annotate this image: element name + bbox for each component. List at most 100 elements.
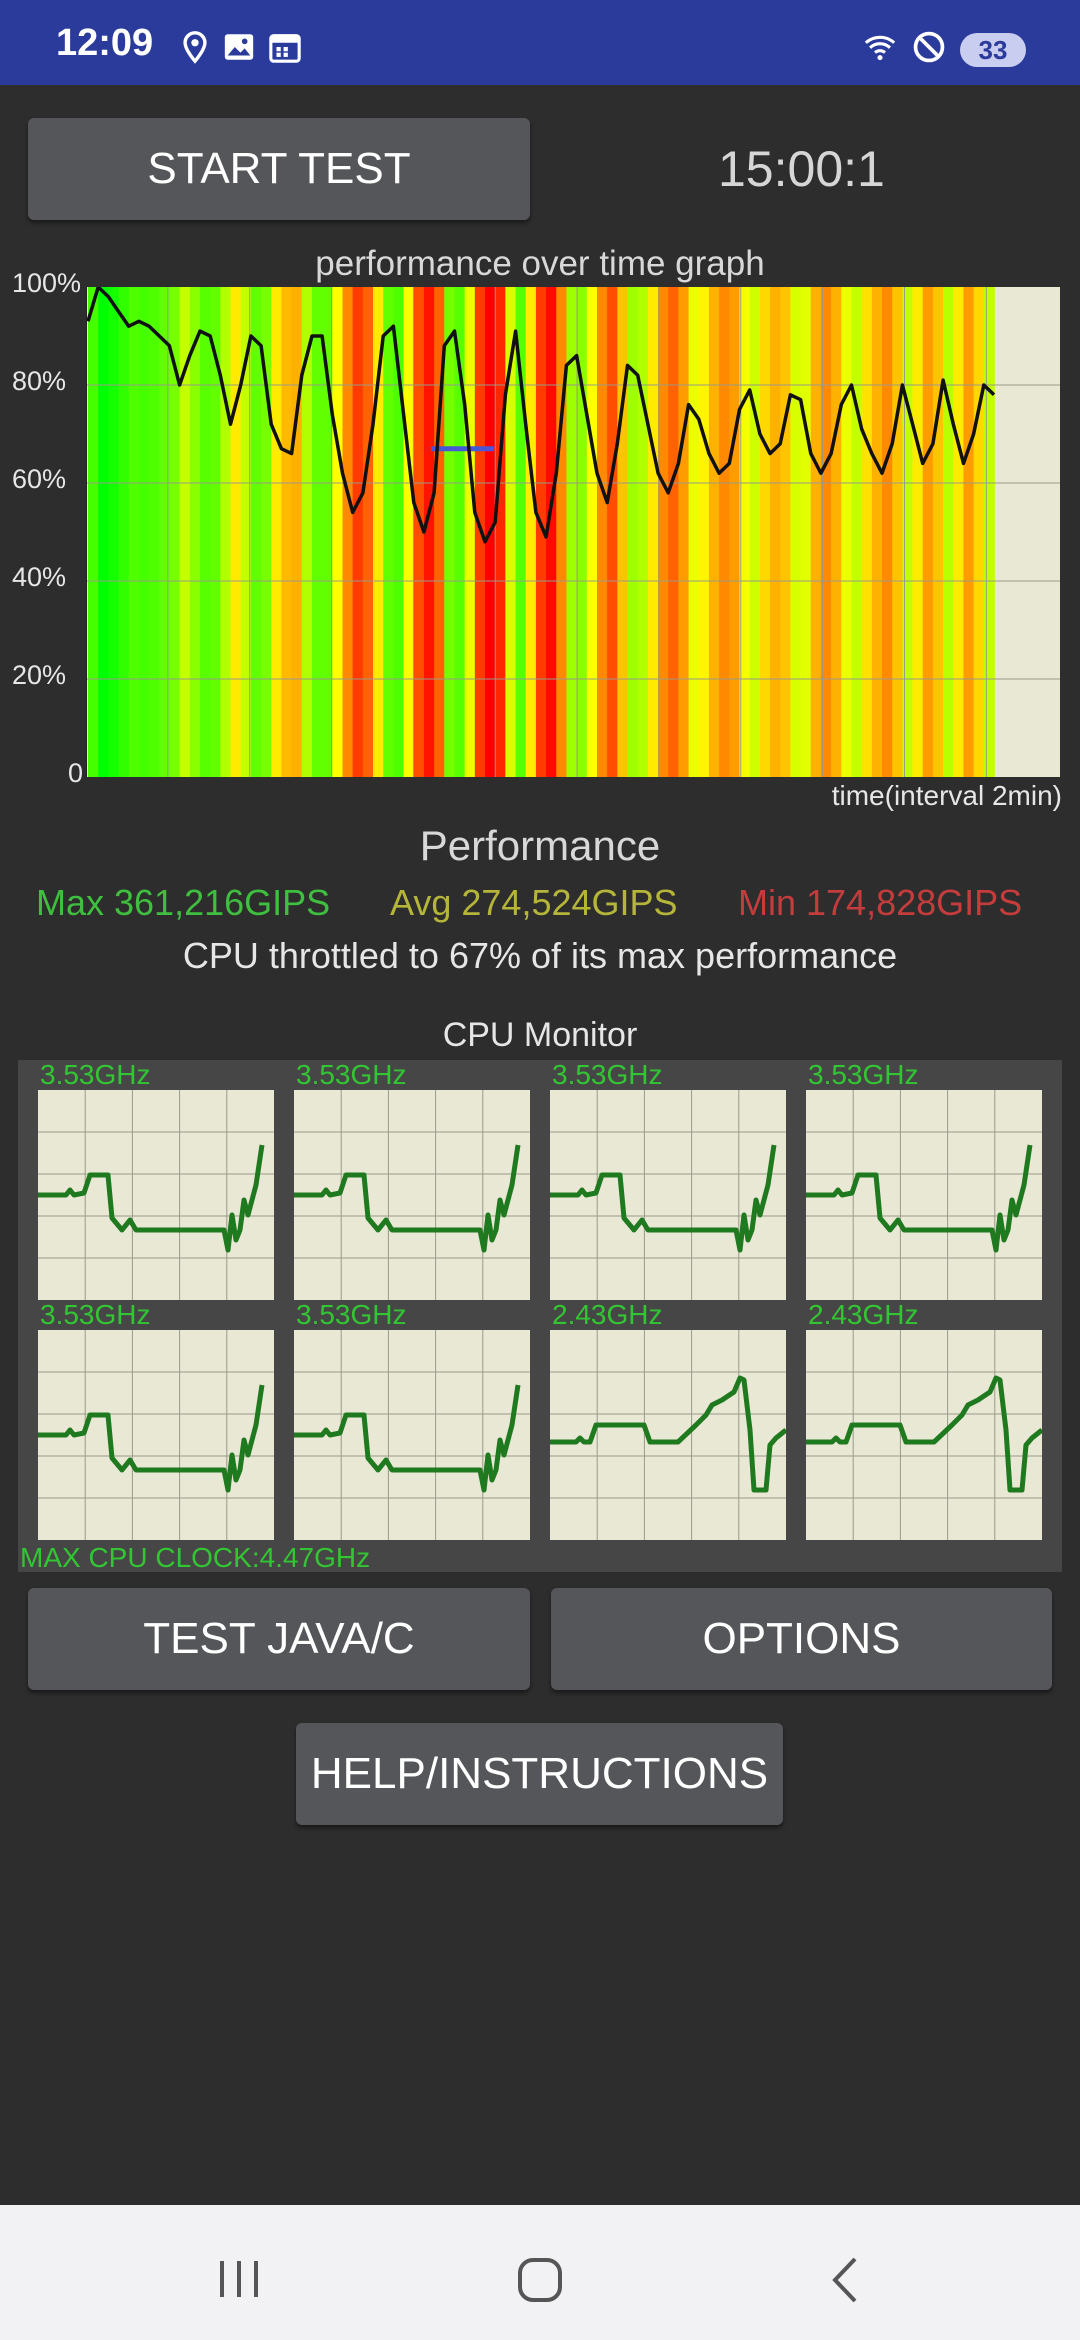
core-4-frequency: 3.53GHz (808, 1059, 919, 1090)
performance-column (627, 287, 639, 777)
start-test-button[interactable]: START TEST (28, 118, 530, 220)
performance-column (678, 287, 690, 777)
core-5-graph (38, 1330, 274, 1540)
performance-column (932, 287, 944, 777)
y-tick-40: 40% (12, 562, 67, 592)
performance-column (240, 287, 252, 777)
performance-column (902, 287, 914, 777)
performance-column (576, 287, 588, 777)
core-frequency-line (38, 1144, 265, 1253)
performance-line (86, 287, 996, 544)
cpu-monitor-title: CPU Monitor (442, 1016, 638, 1054)
performance-column (953, 287, 965, 777)
status-time: 12:09 (56, 22, 154, 64)
core-frequency-line (550, 1144, 777, 1253)
performance-column (189, 287, 201, 777)
performance-column (708, 287, 720, 777)
navigation-bar (0, 2205, 1080, 2340)
core-frequency-line (806, 1144, 1033, 1253)
performance-column (770, 287, 782, 777)
performance-column (149, 287, 161, 777)
performance-column (810, 287, 822, 777)
core-7-frequency: 2.43GHz (552, 1299, 663, 1330)
core-6-graph (294, 1330, 530, 1540)
core-3-frequency: 3.53GHz (552, 1059, 663, 1090)
performance-column (607, 287, 619, 777)
performance-column (983, 287, 995, 777)
performance-column (871, 287, 883, 777)
performance-column (922, 287, 934, 777)
core-6-frequency: 3.53GHz (296, 1299, 407, 1330)
performance-column (362, 287, 374, 777)
performance-column (220, 287, 232, 777)
performance-column (423, 287, 435, 777)
performance-column (973, 287, 985, 777)
performance-column (759, 287, 771, 777)
performance-graph (86, 287, 1060, 777)
performance-column (393, 287, 405, 777)
performance-column (169, 287, 181, 777)
performance-column (586, 287, 598, 777)
back-icon[interactable] (825, 2255, 865, 2305)
performance-column (342, 287, 354, 777)
performance-column (912, 287, 924, 777)
y-tick-0: 0 (68, 758, 84, 788)
core-frequency-line (294, 1144, 521, 1253)
timer: 15:00:1 (718, 141, 885, 197)
max-performance: Max 361,216GIPS (36, 882, 331, 923)
core-3-graph (550, 1090, 786, 1300)
performance-column (383, 287, 395, 777)
performance-column (505, 287, 517, 777)
performance-column (719, 287, 731, 777)
performance-column (943, 287, 955, 777)
avg-performance: Avg 274,524GIPS (390, 882, 678, 923)
recent-apps-icon[interactable] (214, 2257, 264, 2301)
performance-column (647, 287, 659, 777)
test-java-c-button[interactable]: TEST JAVA/C (28, 1588, 530, 1690)
performance-column (352, 287, 364, 777)
options-button[interactable]: OPTIONS (551, 1588, 1052, 1690)
performance-column (698, 287, 710, 777)
core-frequency-line (294, 1384, 521, 1493)
performance-column (261, 287, 273, 777)
performance-column (800, 287, 812, 777)
core-graph-background (550, 1330, 786, 1540)
core-frequency-line (38, 1384, 265, 1493)
core-2-frequency: 3.53GHz (296, 1059, 407, 1090)
max-cpu-clock: MAX CPU CLOCK:4.47GHz (20, 1542, 371, 1573)
core-2-graph (294, 1090, 530, 1300)
performance-column (831, 287, 843, 777)
core-graph-background (806, 1330, 1042, 1540)
performance-column (617, 287, 629, 777)
y-tick-80: 80% (12, 366, 67, 396)
performance-column (138, 287, 150, 777)
performance-column (882, 287, 894, 777)
performance-column (892, 287, 904, 777)
performance-column (250, 287, 262, 777)
performance-column (668, 287, 680, 777)
home-icon[interactable] (515, 2255, 565, 2305)
core-5-frequency: 3.53GHz (40, 1299, 151, 1330)
battery-badge: 33 (960, 33, 1026, 67)
calendar-icon (269, 34, 301, 63)
performance-column (525, 287, 537, 777)
core-1-graph (38, 1090, 274, 1300)
do-not-disturb-icon (913, 31, 945, 63)
performance-column (128, 287, 140, 777)
help-instructions-button[interactable]: HELP/INSTRUCTIONS (296, 1723, 783, 1825)
gallery-icon (224, 34, 254, 60)
y-tick-60: 60% (12, 464, 67, 494)
performance-column (413, 287, 425, 777)
performance-column (322, 287, 334, 777)
performance-column (556, 287, 568, 777)
performance-column (596, 287, 608, 777)
performance-column (566, 287, 578, 777)
performance-column (291, 287, 303, 777)
performance-column (210, 287, 222, 777)
throttle-text: CPU throttled to 67% of its max performa… (182, 935, 898, 976)
performance-column (841, 287, 853, 777)
y-tick-20: 20% (12, 660, 67, 690)
performance-column (729, 287, 741, 777)
performance-column (495, 287, 507, 777)
location-icon (183, 31, 207, 64)
